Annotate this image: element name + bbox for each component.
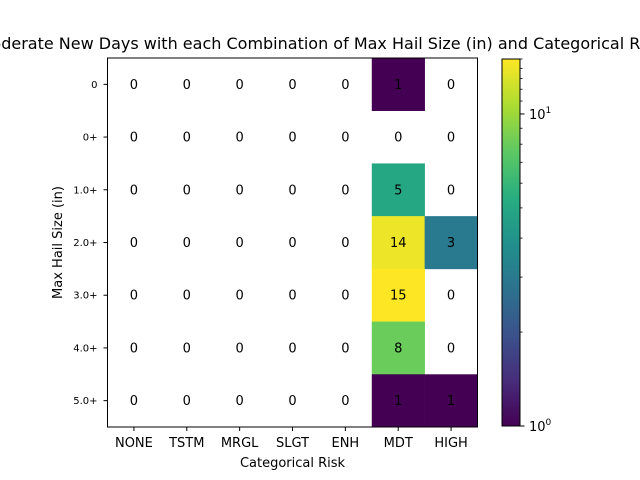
y-tick-label: 0 (91, 80, 97, 91)
y-tick-label: 5.0+ (73, 396, 97, 407)
x-tick-label: NONE (115, 436, 153, 451)
heatmap-cells (371, 58, 478, 428)
y-tick-label: 1.0+ (73, 185, 97, 196)
cell-value-label: 1 (394, 394, 402, 409)
cell-value-label: 1 (394, 78, 402, 93)
cell-value-label: 0 (447, 289, 455, 304)
colorbar-frame (501, 58, 521, 427)
cell-value-label: 5 (394, 183, 402, 198)
heatmap-cell (371, 216, 425, 270)
x-tick-label: TSTM (168, 436, 204, 451)
cell-value-label: 0 (288, 78, 296, 93)
cell-value-label: 0 (130, 341, 138, 356)
cell-value-label: 0 (447, 341, 455, 356)
x-tick-label: MDT (384, 436, 413, 451)
cell-value-label: 0 (288, 394, 296, 409)
cell-value-label: 0 (341, 131, 349, 146)
heatmap-cell (371, 268, 425, 322)
cell-value-label: 0 (447, 78, 455, 93)
heatmap-cell (424, 216, 478, 270)
cell-value-label: 0 (183, 131, 191, 146)
cell-value-label: 1 (447, 394, 455, 409)
y-tick-label: 2.0+ (73, 238, 97, 249)
cell-value-label: 0 (447, 131, 455, 146)
cell-value-label: 0 (236, 236, 244, 251)
y-tick-label: 0+ (83, 133, 98, 144)
y-axis: 0 0+ 1.0+ 2.0+ 3.0+ 4.0+ 5.0+ (73, 80, 108, 407)
cell-value-label: 14 (390, 236, 407, 251)
cell-value-label: 0 (183, 341, 191, 356)
cell-value-label: 0 (183, 394, 191, 409)
cell-value-label: 0 (341, 183, 349, 198)
heatmap-cell (371, 163, 425, 217)
cell-value-label: 0 (341, 289, 349, 304)
cell-value-label: 0 (236, 131, 244, 146)
cell-value-label: 0 (183, 236, 191, 251)
x-axis: NONE TSTM MRGL SLGT ENH MDT HIGH (115, 427, 468, 451)
cell-value-label: 0 (447, 183, 455, 198)
x-tick-label: MRGL (221, 436, 259, 451)
cell-value-label: 0 (288, 131, 296, 146)
cell-value-label: 0 (236, 341, 244, 356)
cell-value-label: 0 (288, 289, 296, 304)
heatmap-cell (424, 374, 478, 428)
x-tick-label: ENH (331, 436, 359, 451)
cell-value-label: 15 (390, 289, 407, 304)
colorbar-tick-label: 100 (529, 418, 552, 435)
cell-value-label: 0 (130, 289, 138, 304)
cell-value-label: 0 (130, 236, 138, 251)
chart-title: Moderate New Days with each Combination … (0, 34, 640, 53)
cell-value-label: 0 (130, 394, 138, 409)
cell-value-label: 0 (236, 78, 244, 93)
y-axis-label: Max Hail Size (in) (51, 186, 66, 299)
y-tick-label: 4.0+ (73, 343, 97, 354)
heatmap-cell (371, 58, 425, 112)
cell-value-label: 0 (130, 131, 138, 146)
cell-labels: 0 0 0 0 0 1 0 0 0 0 0 0 0 0 0 0 0 0 0 5 0 0 0 0 0 0 14 3 0 0 0 0 0 15 0 0 0 0… (130, 78, 455, 409)
cell-value-label: 0 (394, 131, 402, 146)
cell-value-label: 0 (341, 394, 349, 409)
cell-value-label: 0 (341, 236, 349, 251)
cell-value-label: 0 (183, 289, 191, 304)
x-axis-label: Categorical Risk (240, 456, 346, 471)
x-tick-label: HIGH (434, 436, 467, 451)
cell-value-label: 0 (288, 236, 296, 251)
cell-value-label: 0 (183, 183, 191, 198)
heatmap-cell (371, 321, 425, 375)
cell-value-label: 0 (183, 78, 191, 93)
y-tick-label: 3.0+ (73, 291, 97, 302)
heatmap-cell (371, 374, 425, 428)
cell-value-label: 3 (447, 236, 455, 251)
cell-value-label: 0 (341, 78, 349, 93)
cell-value-label: 0 (130, 78, 138, 93)
colorbar (502, 59, 520, 426)
cell-value-label: 0 (341, 341, 349, 356)
colorbar-ticks: 100 101 (520, 58, 552, 435)
colorbar-tick-label: 101 (529, 106, 551, 123)
cell-value-label: 8 (394, 341, 402, 356)
x-tick-label: SLGT (276, 436, 309, 451)
cell-value-label: 0 (236, 394, 244, 409)
cell-value-label: 0 (288, 183, 296, 198)
cell-value-label: 0 (288, 341, 296, 356)
cell-value-label: 0 (236, 289, 244, 304)
cell-value-label: 0 (130, 183, 138, 198)
cell-value-label: 0 (236, 183, 244, 198)
